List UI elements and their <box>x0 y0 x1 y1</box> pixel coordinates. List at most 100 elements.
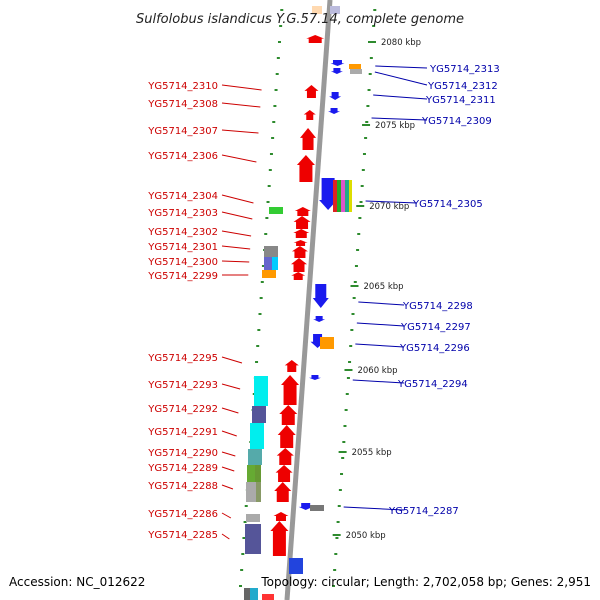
forward-gene-label: YG5714_2288 <box>147 481 218 492</box>
outer-ring-tick <box>337 505 341 507</box>
inner-ring-tick <box>244 505 248 507</box>
outer-ring-tick <box>333 569 337 571</box>
forward-leader-line <box>221 356 243 364</box>
feature-block <box>256 482 261 502</box>
feature-block <box>252 406 266 423</box>
label-layer: YG5714_2310 YG5714_2308 YG5714_2307 YG5714_… <box>147 64 500 541</box>
forward-leader-line <box>221 102 261 108</box>
outer-ring-tick <box>365 121 369 123</box>
leader-layer <box>221 65 428 540</box>
forward-gene-arrow <box>291 246 308 258</box>
forward-gene-arrow <box>293 216 311 229</box>
forward-gene-arrow <box>291 272 306 280</box>
outer-ring-tick <box>342 441 346 443</box>
reverse-gene-label: YG5714_2312 <box>427 81 498 92</box>
inner-ring-tick <box>276 57 280 59</box>
forward-leader-line <box>221 383 241 390</box>
forward-gene-label: YG5714_2306 <box>147 151 218 162</box>
inner-ring-tick <box>272 121 276 123</box>
inner-ring-tick <box>274 89 278 91</box>
feature-block <box>245 524 261 554</box>
feature-block <box>250 588 258 600</box>
feature-block <box>248 449 262 465</box>
outer-ring-tick <box>335 537 339 539</box>
feature-block <box>250 423 264 449</box>
outer-ring-tick <box>360 185 364 187</box>
inner-ring-tick <box>275 73 279 75</box>
feature-block <box>289 558 303 574</box>
forward-gene-label: YG5714_2308 <box>147 99 218 110</box>
kbp-label: 2065 kbp <box>364 282 404 292</box>
forward-gene-label: YG5714_2307 <box>147 126 218 137</box>
forward-leader-line <box>221 466 235 472</box>
inner-ring-tick <box>258 313 262 315</box>
forward-gene-label: YG5714_2291 <box>147 427 218 438</box>
feature-block <box>272 257 278 270</box>
forward-gene-arrow <box>281 375 300 405</box>
topology-text: Topology: circular; Length: 2,702,058 bp… <box>260 575 591 589</box>
feature-block <box>269 207 283 214</box>
kbp-label: 2080 kbp <box>381 38 421 48</box>
forward-gene-arrow <box>293 240 308 246</box>
reverse-gene-arrow <box>328 108 341 114</box>
reverse-gene-label: YG5714_2294 <box>397 379 468 390</box>
forward-gene-label: YG5714_2310 <box>147 81 218 92</box>
outer-ring-tick <box>356 249 360 251</box>
reverse-gene-arrow <box>319 178 338 210</box>
inner-ring-tick <box>280 9 284 11</box>
outer-ring-tick <box>343 425 347 427</box>
inner-ring-tick <box>255 361 259 363</box>
inner-ring-tick <box>277 41 281 43</box>
forward-gene-arrow <box>277 425 296 448</box>
forward-gene-arrow <box>270 521 289 556</box>
feature-block <box>264 257 272 270</box>
feature-block <box>349 64 361 69</box>
forward-leader-line <box>221 512 232 519</box>
reverse-gene-arrow <box>313 316 326 322</box>
inner-ring-tick <box>257 329 261 331</box>
outer-ring-tick <box>348 361 352 363</box>
inner-ring-tick <box>279 25 283 27</box>
outer-ring-tick <box>334 553 338 555</box>
outer-ring-tick <box>372 25 376 27</box>
feature-block <box>264 246 278 257</box>
inner-ring-tick <box>266 201 270 203</box>
forward-gene-arrow <box>284 360 299 372</box>
genome-backbone <box>284 0 333 600</box>
feature-block <box>320 337 334 349</box>
inner-ring-tick <box>261 265 265 267</box>
inner-ring-tick <box>239 585 243 587</box>
feature-block <box>350 69 362 74</box>
inner-ring-tick <box>242 537 246 539</box>
feature-block <box>262 270 276 278</box>
inner-ring-tick <box>256 345 260 347</box>
forward-gene-arrow <box>276 448 294 465</box>
forward-gene-label: YG5714_2304 <box>147 191 218 202</box>
feature-block <box>312 6 322 14</box>
reverse-leader-line <box>356 322 405 327</box>
kbp-label: 2070 kbp <box>369 202 409 212</box>
kbp-label: 2060 kbp <box>357 366 397 376</box>
forward-gene-label: YG5714_2293 <box>147 380 218 391</box>
outer-ring-tick <box>350 329 354 331</box>
forward-leader-line <box>221 129 259 134</box>
reverse-gene-arrow <box>298 503 313 510</box>
feature-block <box>310 505 324 511</box>
outer-ring-tick <box>373 9 377 11</box>
inner-ring-tick <box>273 105 277 107</box>
forward-leader-line <box>221 407 239 414</box>
forward-gene-label: YG5714_2290 <box>147 448 218 459</box>
outer-ring-tick <box>369 57 373 59</box>
outer-ring-tick <box>364 137 368 139</box>
feature-block <box>341 180 345 212</box>
forward-gene-label: YG5714_2295 <box>147 353 218 364</box>
forward-leader-line <box>221 430 237 437</box>
forward-leader-line <box>221 230 252 237</box>
forward-leader-line <box>221 484 234 490</box>
reverse-gene-arrow <box>308 375 321 380</box>
forward-leader-line <box>221 533 230 540</box>
reverse-gene-label: YG5714_2311 <box>425 95 496 106</box>
forward-gene-label: YG5714_2302 <box>147 227 218 238</box>
inner-ring-tick <box>268 169 272 171</box>
outer-ring-tick <box>359 201 363 203</box>
